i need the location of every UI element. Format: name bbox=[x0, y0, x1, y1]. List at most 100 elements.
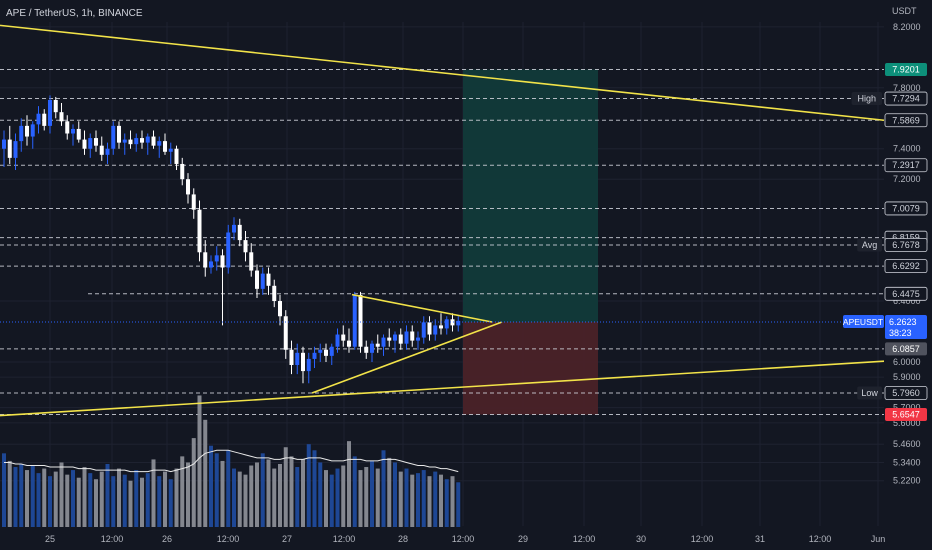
level-caption-box bbox=[857, 386, 882, 400]
candle-body bbox=[209, 261, 213, 268]
level-tag bbox=[884, 158, 928, 173]
volume-bar bbox=[433, 471, 438, 527]
time-tick: Jun bbox=[871, 534, 886, 544]
candle-body bbox=[13, 141, 18, 158]
time-tick: 12:00 bbox=[333, 534, 356, 544]
price-tick: 5.4600 bbox=[893, 439, 921, 449]
volume-bar bbox=[19, 463, 24, 527]
time-tick: 12:00 bbox=[452, 534, 475, 544]
volume-bar bbox=[220, 460, 225, 527]
volume-bar bbox=[25, 470, 29, 527]
candle-body bbox=[243, 240, 248, 253]
volume-bar bbox=[99, 471, 104, 527]
volume-bar bbox=[191, 438, 196, 527]
candle-body bbox=[94, 138, 98, 146]
price-tick: 5.3400 bbox=[893, 457, 921, 467]
trendline bbox=[311, 321, 503, 394]
level-caption-box bbox=[851, 92, 882, 106]
candle-body bbox=[99, 145, 104, 155]
position-zones[interactable] bbox=[463, 69, 598, 415]
candle-body bbox=[295, 352, 300, 365]
candle-body bbox=[387, 337, 392, 341]
volume-bar bbox=[30, 465, 35, 527]
level-tag bbox=[884, 238, 928, 252]
level-tag-value: 7.0079 bbox=[892, 203, 920, 213]
volume-bar bbox=[375, 468, 380, 527]
level-tag-value: 6.4475 bbox=[892, 289, 920, 299]
trendlines[interactable] bbox=[0, 24, 885, 417]
candle-body bbox=[197, 209, 202, 253]
candle-body bbox=[203, 252, 208, 268]
volume-bar bbox=[295, 467, 300, 527]
volume-bar bbox=[214, 453, 219, 527]
volume-bar bbox=[53, 471, 58, 527]
level-tag-value: 5.6547 bbox=[892, 410, 920, 420]
time-tick: 12:00 bbox=[691, 534, 714, 544]
horizontal-levels[interactable] bbox=[0, 69, 884, 416]
level-tag bbox=[884, 113, 928, 128]
candle-body bbox=[2, 139, 6, 149]
volume-bar bbox=[88, 473, 93, 527]
candle-body bbox=[329, 346, 334, 356]
price-tick: 7.8000 bbox=[893, 83, 921, 93]
volume-bar bbox=[65, 474, 70, 527]
candle-body bbox=[249, 252, 254, 271]
candle-body bbox=[53, 99, 58, 113]
candle-body bbox=[364, 346, 369, 353]
volume-bar bbox=[278, 463, 282, 527]
last-price-value: 6.2623 bbox=[889, 317, 917, 327]
candle-body bbox=[180, 163, 185, 180]
volume-bar bbox=[151, 459, 156, 527]
candle-body bbox=[151, 136, 156, 146]
candle-body bbox=[358, 294, 363, 347]
price-tick: 5.9000 bbox=[893, 372, 921, 382]
candle-body bbox=[117, 125, 121, 143]
candle-body bbox=[404, 331, 409, 344]
candle-body bbox=[163, 141, 167, 152]
candle-body bbox=[48, 99, 52, 126]
volume-bar bbox=[306, 444, 311, 527]
volume-bar bbox=[283, 447, 288, 527]
volume-bar bbox=[105, 463, 110, 527]
time-tick: 12:00 bbox=[101, 534, 124, 544]
price-axis[interactable]: 8.2000 7.8000 7.4000 7.2000 6.4000 6.0000 5.90… bbox=[893, 22, 921, 486]
volume-bar bbox=[249, 465, 254, 527]
level-tag bbox=[884, 286, 928, 301]
volume-bar bbox=[260, 453, 265, 527]
volume-bar bbox=[450, 476, 455, 527]
candle-body bbox=[232, 224, 236, 233]
candle-body bbox=[381, 337, 386, 347]
candlesticks bbox=[2, 95, 461, 384]
time-axis[interactable]: 25 12:00 26 12:00 27 12:00 28 12:00 29 12:00 30 12:… bbox=[45, 534, 885, 544]
candle-body bbox=[168, 148, 173, 152]
level-tag-value: 7.2917 bbox=[892, 160, 920, 170]
candle-body bbox=[301, 352, 305, 372]
volume-bar bbox=[243, 474, 248, 527]
volume-bar bbox=[36, 473, 41, 527]
price-tick: 6.4000 bbox=[893, 296, 921, 306]
volume-bar bbox=[393, 462, 397, 527]
volume-ma-line bbox=[4, 449, 459, 473]
candle-body bbox=[255, 270, 259, 289]
level-tag-value: 7.9201 bbox=[892, 65, 920, 75]
candle-body bbox=[421, 322, 426, 338]
volume-bar bbox=[387, 457, 392, 527]
candle-body bbox=[36, 113, 41, 125]
trendline bbox=[351, 293, 493, 323]
volume-bar bbox=[197, 395, 202, 527]
candle-body bbox=[283, 316, 288, 350]
candle-body bbox=[318, 349, 323, 353]
level-caption: High bbox=[858, 94, 877, 104]
symbol-tag bbox=[843, 315, 884, 328]
candle-body bbox=[122, 139, 127, 143]
candle-body bbox=[191, 194, 196, 210]
target-zone bbox=[463, 69, 598, 322]
symbol-title: APE / TetherUS, 1h, BINANCE bbox=[6, 8, 143, 19]
volume-bar bbox=[145, 473, 150, 527]
candle-body bbox=[444, 319, 449, 329]
level-caption: Low bbox=[861, 388, 878, 398]
candle-body bbox=[25, 125, 29, 137]
candle-body bbox=[352, 294, 357, 347]
